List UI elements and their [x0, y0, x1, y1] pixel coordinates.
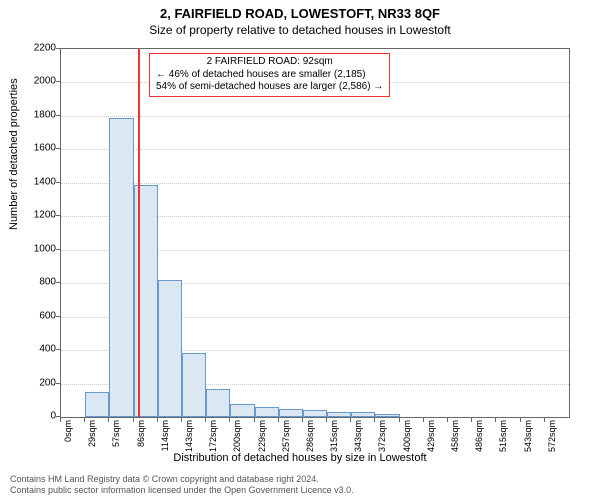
y-tick	[56, 383, 60, 384]
page-title: 2, FAIRFIELD ROAD, LOWESTOFT, NR33 8QF	[0, 0, 600, 21]
x-tick-label: 343sqm	[353, 420, 363, 452]
x-tick-label: 229sqm	[257, 420, 267, 452]
x-tick-label: 286sqm	[305, 420, 315, 452]
property-marker-line	[138, 49, 140, 417]
x-tick	[423, 418, 424, 422]
y-tick	[56, 249, 60, 250]
x-tick-label: 515sqm	[498, 420, 508, 452]
y-tick-label: 1200	[34, 210, 56, 221]
x-tick	[60, 418, 61, 422]
annotation-box: 2 FAIRFIELD ROAD: 92sqm← 46% of detached…	[149, 53, 390, 97]
y-tick	[56, 282, 60, 283]
y-tick	[56, 148, 60, 149]
x-axis-label: Distribution of detached houses by size …	[0, 452, 600, 464]
histogram-bar	[206, 389, 230, 417]
x-tick-label: 315sqm	[329, 420, 339, 452]
x-tick	[133, 418, 134, 422]
x-tick	[84, 418, 85, 422]
y-tick-label: 1800	[34, 109, 56, 120]
y-tick-label: 1400	[34, 176, 56, 187]
x-tick	[399, 418, 400, 422]
y-tick	[56, 215, 60, 216]
x-tick-label: 372sqm	[377, 420, 387, 452]
x-tick-label: 172sqm	[208, 420, 218, 452]
histogram-bar	[85, 392, 109, 417]
x-tick	[544, 418, 545, 422]
x-tick	[157, 418, 158, 422]
x-tick	[205, 418, 206, 422]
annotation-line: 54% of semi-detached houses are larger (…	[156, 81, 383, 94]
histogram-bar	[375, 414, 399, 417]
y-tick	[56, 115, 60, 116]
footer-line-1: Contains HM Land Registry data © Crown c…	[10, 474, 354, 485]
y-tick	[56, 349, 60, 350]
x-tick-label: 257sqm	[281, 420, 291, 452]
x-tick-label: 29sqm	[87, 420, 97, 447]
x-tick	[447, 418, 448, 422]
x-tick-label: 572sqm	[547, 420, 557, 452]
x-tick-label: 57sqm	[111, 420, 121, 447]
y-tick-label: 600	[39, 310, 56, 321]
histogram-bar	[351, 412, 375, 417]
histogram-bar	[182, 353, 206, 417]
x-tick	[278, 418, 279, 422]
y-tick-label: 200	[39, 377, 56, 388]
y-tick-label: 2200	[34, 43, 56, 54]
y-tick-label: 2000	[34, 76, 56, 87]
footer-attribution: Contains HM Land Registry data © Crown c…	[10, 474, 354, 496]
histogram-bar	[255, 407, 279, 417]
y-tick-label: 1600	[34, 143, 56, 154]
x-tick-label: 200sqm	[232, 420, 242, 452]
x-tick-label: 114sqm	[160, 420, 170, 451]
x-tick	[254, 418, 255, 422]
x-tick	[229, 418, 230, 422]
y-tick-label: 1000	[34, 243, 56, 254]
annotation-line: ← 46% of detached houses are smaller (2,…	[156, 69, 383, 82]
y-tick	[56, 182, 60, 183]
x-tick	[108, 418, 109, 422]
x-tick	[495, 418, 496, 422]
histogram-bar	[279, 409, 303, 417]
x-tick	[181, 418, 182, 422]
y-tick	[56, 81, 60, 82]
x-tick	[471, 418, 472, 422]
histogram-bar	[158, 280, 182, 417]
x-tick	[374, 418, 375, 422]
histogram-bar	[230, 404, 254, 417]
y-tick	[56, 48, 60, 49]
y-tick-label: 400	[39, 344, 56, 355]
x-tick-label: 86sqm	[136, 420, 146, 447]
footer-line-2: Contains public sector information licen…	[10, 485, 354, 496]
x-tick-label: 486sqm	[474, 420, 484, 452]
x-tick-label: 543sqm	[523, 420, 533, 452]
histogram-bar	[303, 410, 327, 417]
y-tick-label: 0	[50, 411, 56, 422]
chart-plot-area: 2 FAIRFIELD ROAD: 92sqm← 46% of detached…	[60, 48, 570, 418]
x-tick	[350, 418, 351, 422]
page-subtitle: Size of property relative to detached ho…	[0, 21, 600, 41]
x-tick-label: 143sqm	[184, 420, 194, 452]
x-tick-label: 400sqm	[402, 420, 412, 452]
histogram-bar	[327, 412, 351, 417]
y-tick-label: 800	[39, 277, 56, 288]
x-tick	[302, 418, 303, 422]
y-axis-label: Number of detached properties	[8, 78, 20, 230]
y-tick	[56, 316, 60, 317]
x-tick-label: 429sqm	[426, 420, 436, 452]
x-tick-label: 458sqm	[450, 420, 460, 452]
annotation-line: 2 FAIRFIELD ROAD: 92sqm	[156, 56, 383, 69]
x-tick	[326, 418, 327, 422]
y-tick	[56, 416, 60, 417]
x-tick-label: 0sqm	[63, 420, 73, 442]
histogram-bar	[109, 118, 133, 417]
x-tick	[520, 418, 521, 422]
